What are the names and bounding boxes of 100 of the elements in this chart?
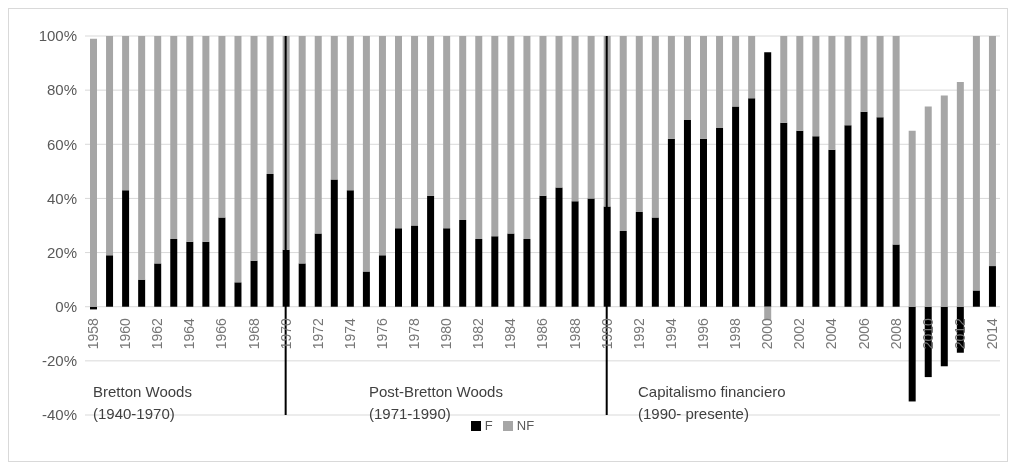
y-tick-label: 100% bbox=[38, 27, 77, 45]
bar bbox=[828, 149, 836, 307]
bar bbox=[218, 217, 226, 307]
bar bbox=[748, 98, 756, 307]
x-tick-label: 2006 bbox=[855, 317, 872, 350]
bar bbox=[812, 136, 820, 307]
bar bbox=[106, 36, 114, 256]
y-tick-label: 80% bbox=[46, 81, 77, 99]
bar bbox=[700, 36, 707, 139]
bar bbox=[732, 36, 740, 107]
bar bbox=[796, 36, 804, 131]
bar bbox=[555, 36, 563, 188]
bar bbox=[330, 36, 338, 180]
bar bbox=[170, 36, 178, 240]
x-tick-label: 1976 bbox=[373, 317, 390, 350]
bar bbox=[748, 36, 756, 99]
annotation: Bretton Woods (1940-1970) bbox=[93, 382, 192, 424]
bar bbox=[940, 306, 948, 367]
x-tick-label: 2004 bbox=[823, 317, 840, 350]
bar bbox=[956, 82, 964, 307]
bar bbox=[250, 260, 258, 307]
annotation: Capitalismo financiero (1990- presente) bbox=[638, 382, 786, 424]
bar bbox=[635, 211, 643, 307]
bar bbox=[571, 36, 579, 202]
bar bbox=[844, 125, 852, 307]
x-tick-label: 2014 bbox=[983, 317, 1000, 350]
bar bbox=[378, 255, 386, 307]
bar bbox=[314, 36, 322, 234]
x-tick-label: 1958 bbox=[85, 317, 102, 350]
bar bbox=[475, 36, 483, 240]
bar bbox=[202, 241, 210, 307]
x-tick-label: 1962 bbox=[149, 317, 166, 350]
bar bbox=[892, 244, 900, 307]
bar bbox=[90, 38, 97, 307]
bar bbox=[988, 36, 996, 267]
bar bbox=[346, 190, 354, 307]
bar bbox=[523, 239, 531, 307]
bar bbox=[667, 36, 675, 139]
x-tick-label: 1992 bbox=[630, 317, 647, 350]
x-tick-label: 1980 bbox=[438, 317, 455, 350]
bar bbox=[940, 95, 948, 307]
bar bbox=[876, 117, 884, 307]
bar bbox=[651, 36, 659, 218]
bar bbox=[170, 239, 178, 307]
bar bbox=[539, 36, 547, 196]
x-tick-label: 1966 bbox=[213, 317, 230, 350]
bar bbox=[459, 36, 467, 221]
x-tick-label: 1982 bbox=[470, 317, 487, 350]
bar bbox=[330, 179, 338, 307]
bar bbox=[908, 130, 916, 307]
bar bbox=[812, 36, 820, 137]
bar bbox=[876, 36, 884, 118]
bar bbox=[587, 36, 595, 199]
bar bbox=[555, 187, 563, 307]
bar bbox=[106, 255, 114, 307]
bar bbox=[395, 228, 402, 307]
y-tick-label: 40% bbox=[46, 189, 77, 207]
bar bbox=[138, 36, 146, 280]
bar bbox=[828, 36, 836, 150]
bar bbox=[491, 236, 499, 307]
y-tick-label: 20% bbox=[46, 243, 77, 261]
bar bbox=[122, 36, 130, 191]
bar bbox=[266, 36, 274, 175]
bar bbox=[507, 233, 515, 307]
bar bbox=[411, 225, 419, 307]
y-tick-label: 0% bbox=[55, 298, 77, 316]
bar bbox=[619, 36, 627, 231]
bar bbox=[411, 36, 419, 226]
x-tick-label: 1986 bbox=[534, 317, 551, 350]
bar bbox=[780, 36, 788, 123]
x-tick-label: 2002 bbox=[791, 317, 808, 350]
x-tick-label: 1970 bbox=[277, 317, 294, 350]
bar bbox=[266, 174, 274, 307]
bar bbox=[234, 36, 242, 283]
x-tick-label: 1994 bbox=[662, 317, 679, 350]
bar bbox=[732, 106, 740, 307]
bar bbox=[250, 36, 258, 261]
bar bbox=[700, 138, 707, 307]
bar bbox=[764, 52, 772, 307]
bar bbox=[908, 306, 916, 402]
x-tick-label: 1978 bbox=[406, 317, 423, 350]
bar bbox=[362, 271, 370, 307]
bar bbox=[154, 263, 162, 307]
bar bbox=[362, 36, 370, 272]
x-tick-label: 1972 bbox=[309, 317, 326, 350]
bar bbox=[796, 130, 804, 307]
bar bbox=[667, 138, 675, 307]
bar bbox=[443, 228, 451, 307]
x-tick-label: 1998 bbox=[727, 317, 744, 350]
bar bbox=[218, 36, 226, 218]
bar bbox=[972, 290, 980, 307]
bar bbox=[988, 266, 996, 307]
bar bbox=[395, 36, 402, 229]
y-tick-label: -20% bbox=[41, 352, 77, 370]
bar bbox=[346, 36, 354, 191]
bar bbox=[924, 106, 932, 307]
bar bbox=[716, 36, 724, 129]
bar bbox=[507, 36, 515, 234]
bar bbox=[427, 195, 435, 307]
x-tick-label: 2008 bbox=[887, 317, 904, 350]
